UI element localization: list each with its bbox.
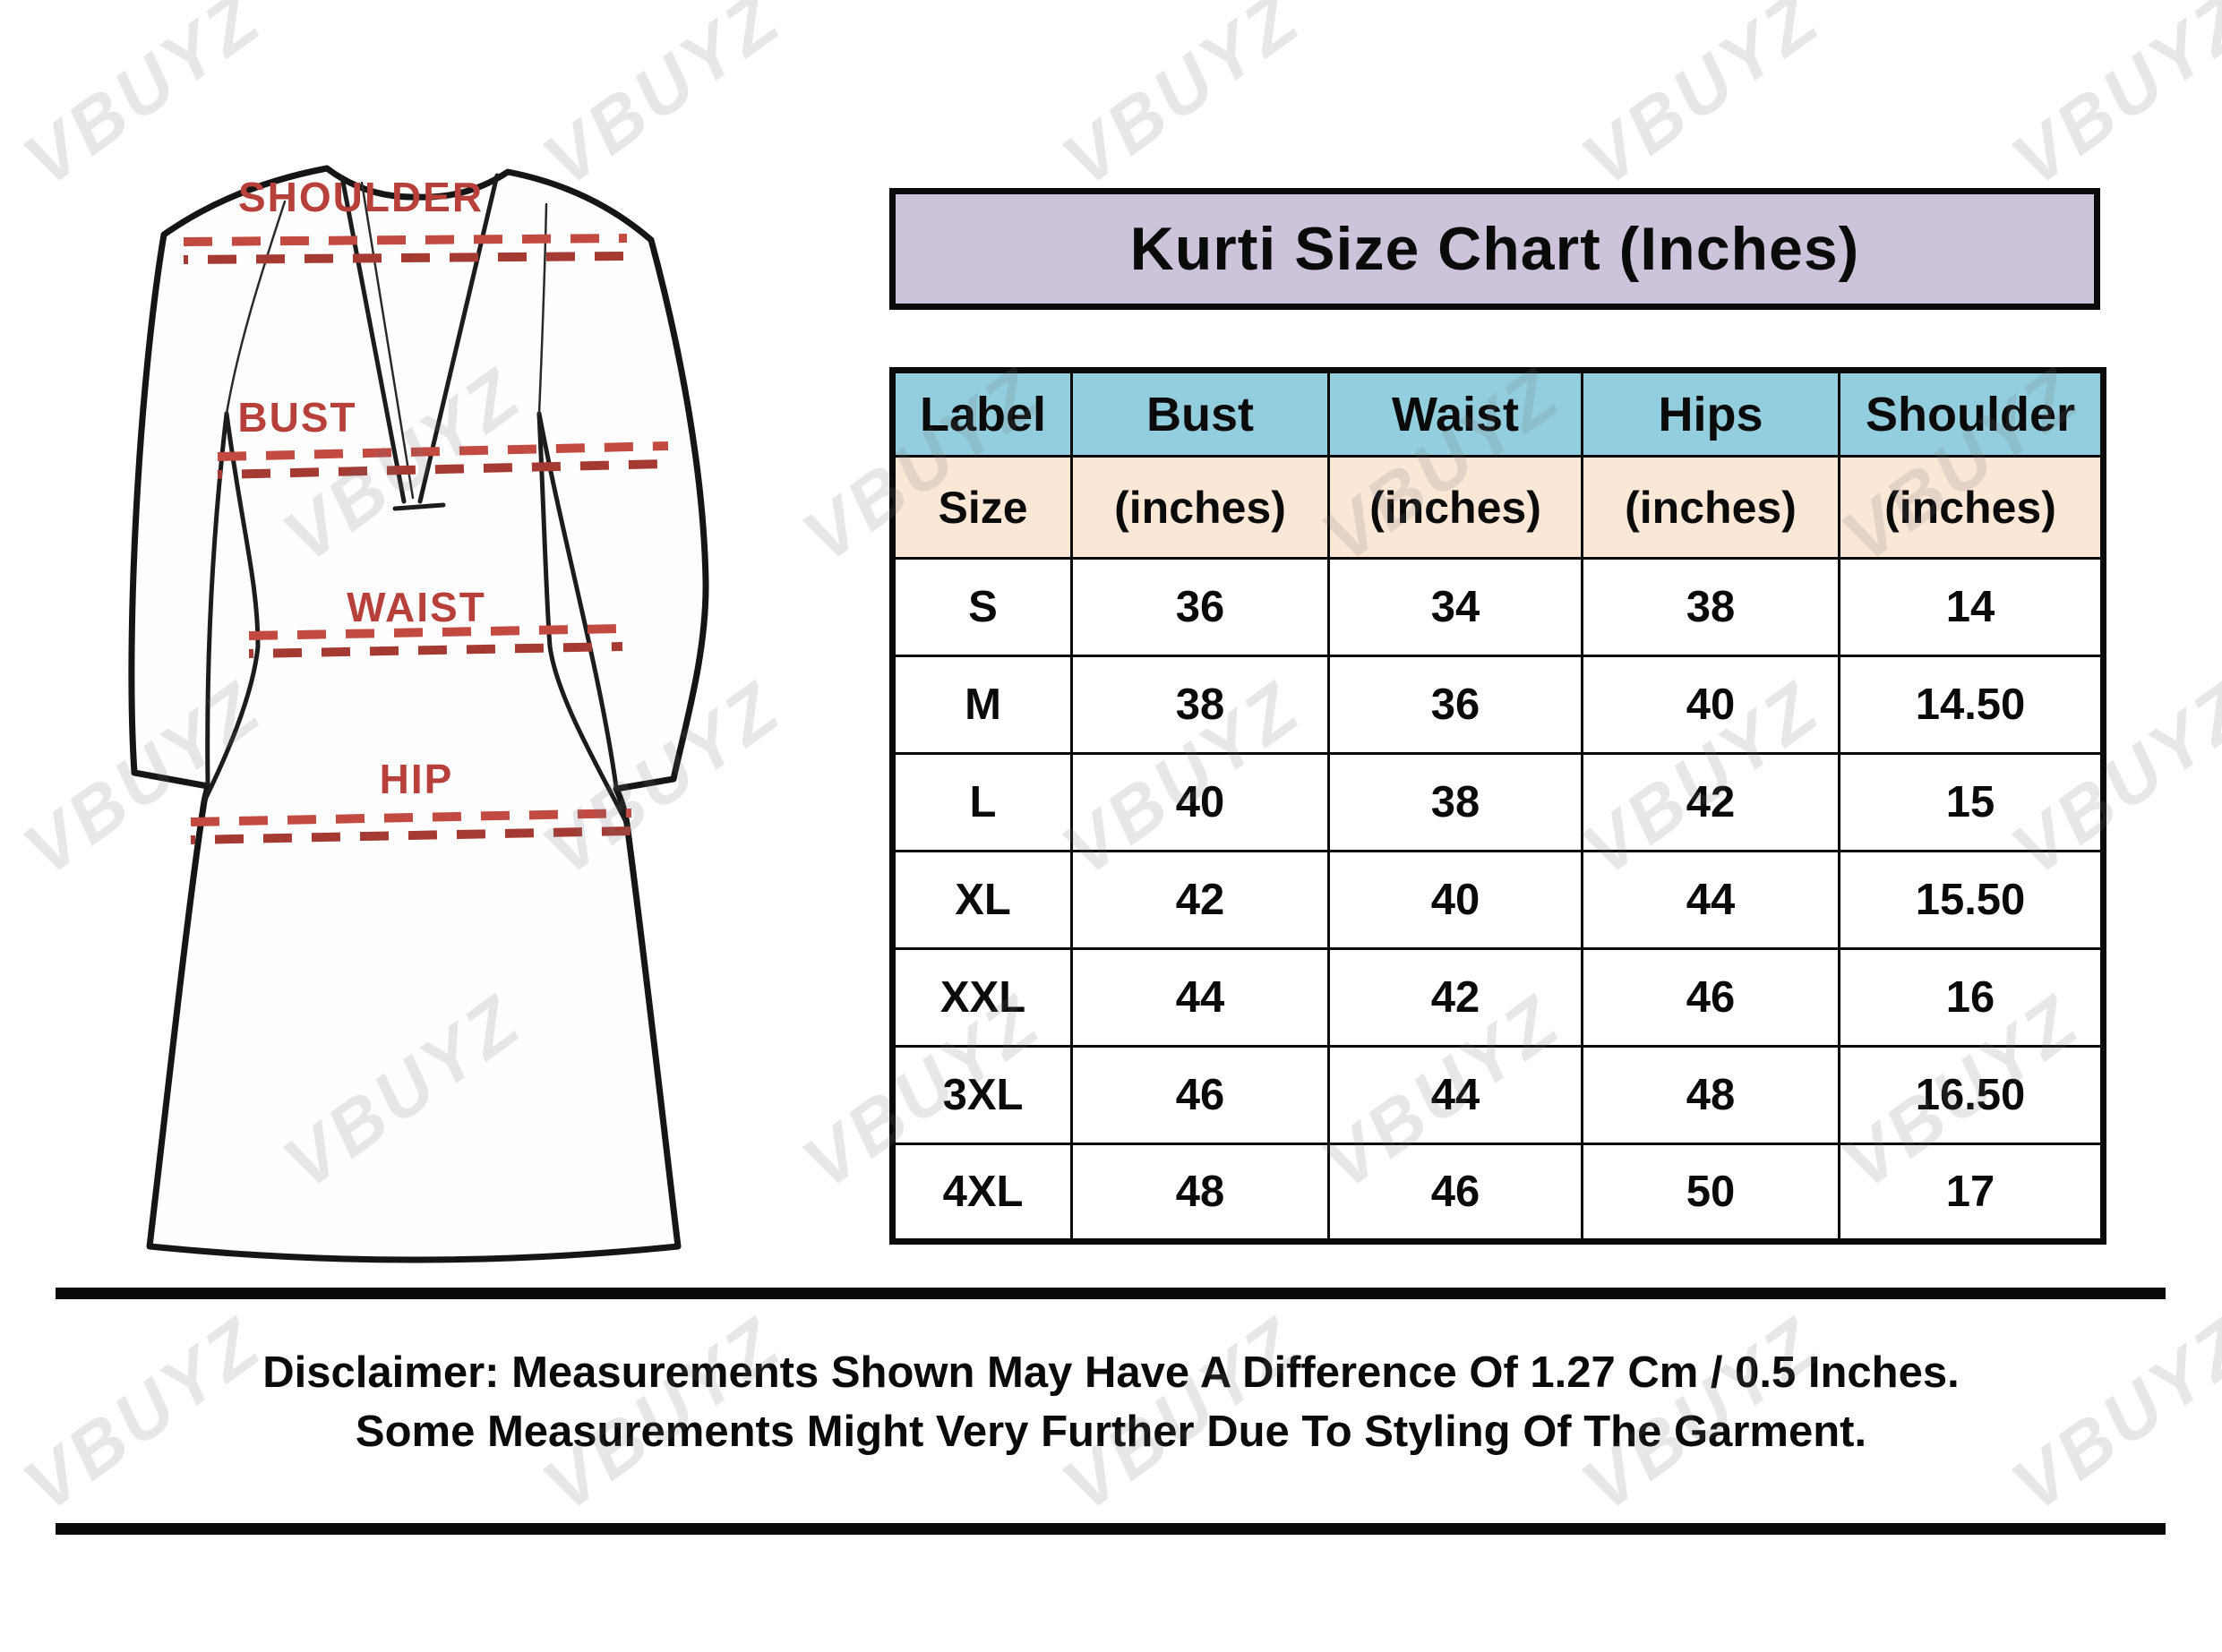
column-header: Shoulder <box>1838 369 2105 458</box>
size-table: Label Bust Waist Hips Shoulder Size (inches) (i… <box>889 367 2106 1245</box>
header-row: Label Bust Waist Hips Shoulder <box>891 369 2105 458</box>
subheader-row: Size (inches) (inches) (inches) (inches) <box>891 455 2105 560</box>
size-label-cell: XXL <box>891 947 1073 1048</box>
measurement-cell: 34 <box>1327 557 1583 657</box>
kurti-diagram: SHOULDER BUST WAIST HIP <box>128 165 709 1263</box>
measurement-cell: 14.50 <box>1838 655 2105 755</box>
disclaimer-line-1: Disclaimer: Measurements Shown May Have … <box>262 1348 1960 1397</box>
waist-label: WAIST <box>347 584 486 630</box>
table-row: L 40 38 42 15 <box>891 752 2105 852</box>
shoulder-dash-line <box>183 252 628 264</box>
measurement-cell: 15.50 <box>1838 850 2105 950</box>
column-header: Bust <box>1070 369 1330 458</box>
measurement-cell: 42 <box>1327 947 1583 1048</box>
measurement-cell: 40 <box>1327 850 1583 950</box>
measurement-cell: 44 <box>1581 850 1840 950</box>
shoulder-dash-line <box>183 234 628 246</box>
hip-label: HIP <box>380 756 454 802</box>
waist-dash-line <box>248 642 623 658</box>
bust-dash-line <box>217 459 669 479</box>
size-table-head: Label Bust Waist Hips Shoulder Size (inches) (i… <box>891 369 2105 560</box>
measurement-cell: 16 <box>1838 947 2105 1048</box>
column-subheader: Size <box>891 455 1073 560</box>
measurement-cell: 42 <box>1581 752 1840 852</box>
divider-line-bottom <box>56 1523 2166 1535</box>
chart-title-banner: Kurti Size Chart (Inches) <box>889 188 2100 310</box>
column-subheader: (inches) <box>1581 455 1840 560</box>
size-label-cell: XL <box>891 850 1073 950</box>
measurement-cell: 46 <box>1070 1045 1330 1145</box>
armhole-left-seam <box>225 200 287 415</box>
bust-dash-line <box>217 441 669 461</box>
armhole-right-seam <box>537 202 548 415</box>
size-table-body: S 36 34 38 14 M 38 36 40 14.50 L 40 38 42 15 XL 42 40 44 15… <box>891 557 2105 1243</box>
measurement-cell: 38 <box>1327 752 1583 852</box>
column-header: Hips <box>1581 369 1840 458</box>
vbuyz-watermark: VBUYZ <box>1997 0 2222 202</box>
vbuyz-watermark: VBUYZ <box>1048 0 1316 202</box>
measurement-cell: 17 <box>1838 1143 2105 1243</box>
size-label-cell: L <box>891 752 1073 852</box>
size-label-cell: S <box>891 557 1073 657</box>
bust-label: BUST <box>237 394 356 441</box>
chart-title: Kurti Size Chart (Inches) <box>1129 215 1860 283</box>
column-subheader: (inches) <box>1327 455 1583 560</box>
measurement-cell: 48 <box>1581 1045 1840 1145</box>
waist-dash-line <box>248 624 623 640</box>
hip-dash-line <box>190 809 632 826</box>
measurement-cell: 14 <box>1838 557 2105 657</box>
size-label-cell: 4XL <box>891 1143 1073 1243</box>
disclaimer: Disclaimer: Measurements Shown May Have … <box>0 1343 2222 1461</box>
column-header: Waist <box>1327 369 1583 458</box>
column-subheader: (inches) <box>1070 455 1330 560</box>
bodice-left-seam <box>202 411 261 804</box>
measurement-cell: 36 <box>1070 557 1330 657</box>
measurement-cell: 44 <box>1327 1045 1583 1145</box>
vbuyz-watermark: VBUYZ <box>1567 0 1835 202</box>
column-header: Label <box>891 369 1073 458</box>
neckline-left-edge <box>339 175 407 504</box>
neckline-bottom-bar <box>392 502 446 511</box>
measurement-cell: 15 <box>1838 752 2105 852</box>
size-label-cell: 3XL <box>891 1045 1073 1145</box>
table-row: 4XL 48 46 50 17 <box>891 1143 2105 1243</box>
measurement-cell: 38 <box>1070 655 1330 755</box>
measurement-cell: 40 <box>1070 752 1330 852</box>
measurement-cell: 40 <box>1581 655 1840 755</box>
table-row: M 38 36 40 14.50 <box>891 655 2105 755</box>
disclaimer-line-2: Some Measurements Might Very Further Due… <box>355 1408 1867 1456</box>
neckline-placket-line <box>360 181 415 500</box>
table-row: XXL 44 42 46 16 <box>891 947 2105 1048</box>
measurement-cell: 50 <box>1581 1143 1840 1243</box>
size-label-cell: M <box>891 655 1073 755</box>
table-row: XL 42 40 44 15.50 <box>891 850 2105 950</box>
hip-dash-line <box>190 826 632 844</box>
measurement-cell: 36 <box>1327 655 1583 755</box>
measurement-cell: 44 <box>1070 947 1330 1048</box>
divider-line-top <box>56 1288 2166 1299</box>
shoulder-label: SHOULDER <box>238 174 484 220</box>
kurti-outline <box>128 165 709 1263</box>
table-row: 3XL 46 44 48 16.50 <box>891 1045 2105 1145</box>
measurement-cell: 48 <box>1070 1143 1330 1243</box>
measurement-cell: 38 <box>1581 557 1840 657</box>
table-row: S 36 34 38 14 <box>891 557 2105 657</box>
column-subheader: (inches) <box>1838 455 2105 560</box>
measurement-cell: 46 <box>1581 947 1840 1048</box>
bodice-right-seam <box>536 411 630 826</box>
measurement-cell: 16.50 <box>1838 1045 2105 1145</box>
measurement-cell: 42 <box>1070 850 1330 950</box>
measurement-cell: 46 <box>1327 1143 1583 1243</box>
